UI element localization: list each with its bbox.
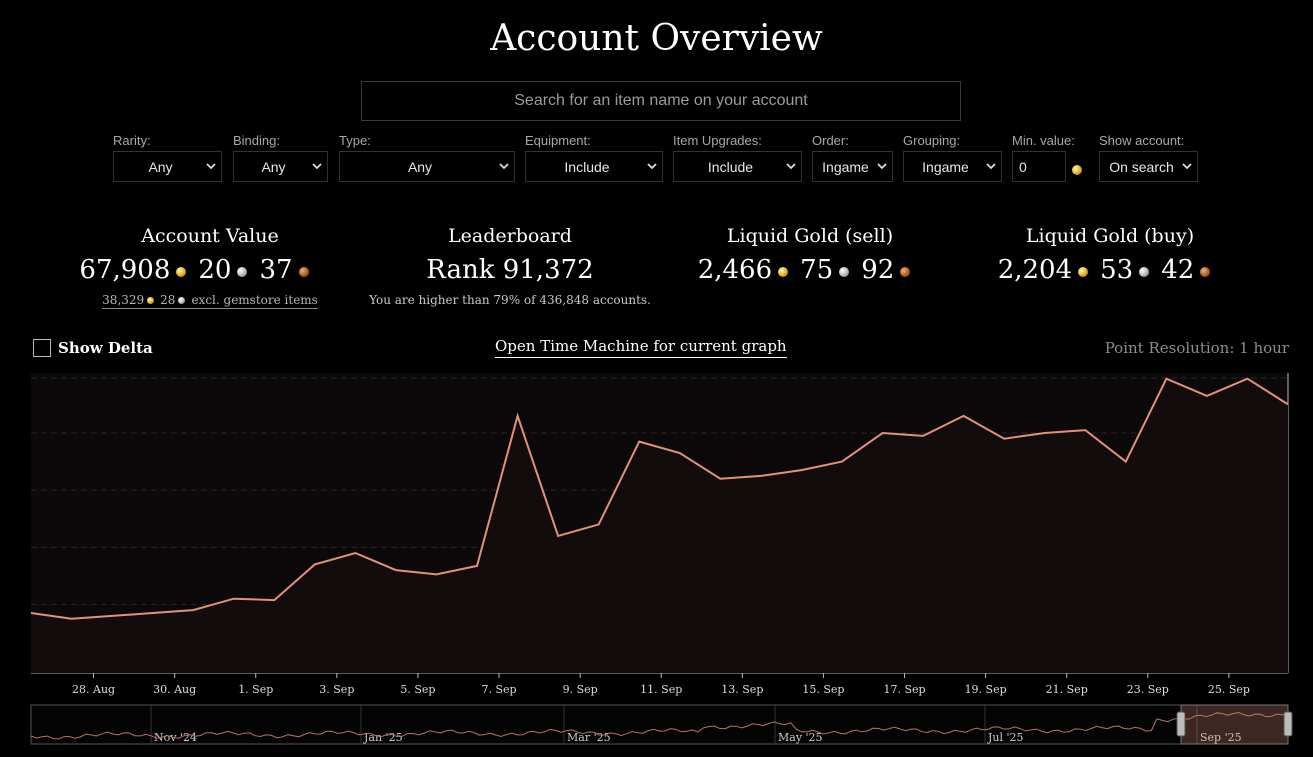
x-tick-label: 5. Sep — [400, 683, 435, 696]
x-tick-label: 3. Sep — [319, 683, 354, 696]
navigator-handle[interactable] — [1176, 711, 1186, 737]
navigator-series-line — [30, 711, 1289, 740]
show-account-select[interactable]: On search — [1099, 151, 1198, 182]
account-value-chart[interactable]: 62,00064,00066,00068,00070,00028. Aug30.… — [0, 365, 1313, 705]
gold-coin-icon — [147, 296, 155, 304]
chevron-down-icon — [647, 163, 657, 170]
x-tick-label: 17. Sep — [883, 683, 925, 696]
binding-label: Binding: — [233, 133, 280, 148]
x-tick-label: 11. Sep — [640, 683, 682, 696]
liquid-buy-amount: 2,204 53 42 — [970, 255, 1250, 285]
chevron-down-icon — [786, 163, 796, 170]
silver-coin-icon — [1139, 267, 1150, 277]
navigator-selection — [1180, 704, 1289, 745]
x-tick-label: 13. Sep — [721, 683, 763, 696]
x-tick-label: 19. Sep — [965, 683, 1007, 696]
navigator-tick-label: Sep '25 — [1200, 731, 1242, 744]
chevron-down-icon — [499, 163, 509, 170]
navigator-tick-label: Mar '25 — [567, 731, 611, 744]
search-input[interactable] — [361, 81, 961, 121]
chevron-down-icon — [312, 163, 322, 170]
copper-coin-icon — [1200, 267, 1211, 277]
time-machine-link[interactable]: Open Time Machine for current graph — [495, 337, 787, 358]
copper-coin-icon — [298, 267, 309, 277]
rarity-label: Rarity: — [113, 133, 151, 148]
type-label: Type: — [339, 133, 371, 148]
x-tick-label: 23. Sep — [1127, 683, 1169, 696]
navigator-tick-label: Jul '25 — [987, 731, 1024, 744]
show-delta-checkbox[interactable] — [33, 339, 51, 357]
x-tick-label: 30. Aug — [153, 683, 196, 696]
gold-coin-icon — [778, 267, 789, 277]
liquid-sell-title: Liquid Gold (sell) — [726, 225, 894, 247]
leaderboard-title: Leaderboard — [448, 225, 572, 247]
x-tick-label: 28. Aug — [72, 683, 115, 696]
page-title: Account Overview — [490, 18, 823, 59]
silver-coin-icon — [237, 267, 248, 277]
equipment-select[interactable]: Include — [525, 151, 663, 182]
type-select[interactable]: Any — [339, 151, 515, 182]
show-account-label: Show account: — [1099, 133, 1185, 148]
x-tick-label: 9. Sep — [563, 683, 598, 696]
area-fill — [31, 378, 1288, 673]
point-resolution[interactable]: Point Resolution: 1 hour — [1104, 339, 1289, 357]
liquid-sell-amount: 2,466 75 92 — [670, 255, 950, 285]
account-value-title: Account Value — [141, 225, 279, 247]
x-tick-label: 1. Sep — [238, 683, 273, 696]
silver-coin-icon — [178, 296, 186, 304]
gold-coin-icon — [176, 267, 187, 277]
item-upgrades-select[interactable]: Include — [673, 151, 802, 182]
binding-select[interactable]: Any — [233, 151, 328, 182]
order-select[interactable]: Ingame — [812, 151, 893, 182]
rarity-select[interactable]: Any — [113, 151, 222, 182]
x-tick-label: 15. Sep — [802, 683, 844, 696]
x-tick-label: 7. Sep — [481, 683, 516, 696]
order-label: Order: — [812, 133, 849, 148]
copper-coin-icon — [900, 267, 911, 277]
grouping-select[interactable]: Ingame — [903, 151, 1002, 182]
chevron-down-icon — [206, 163, 216, 170]
chevron-down-icon — [986, 163, 996, 170]
navigator-frame — [30, 704, 1289, 745]
gold-coin-icon — [1072, 165, 1082, 175]
show-delta-label[interactable]: Show Delta — [58, 339, 153, 357]
liquid-buy-title: Liquid Gold (buy) — [1025, 225, 1195, 247]
navigator-handle[interactable] — [1283, 711, 1293, 737]
grouping-label: Grouping: — [903, 133, 961, 148]
leaderboard-percentile: You are higher than 79% of 436,848 accou… — [369, 293, 651, 307]
silver-coin-icon — [839, 267, 850, 277]
series-line — [30, 377, 1289, 620]
leaderboard-rank: Rank 91,372 — [426, 255, 594, 285]
chevron-down-icon — [1182, 163, 1192, 170]
item-upgrades-label: Item Upgrades: — [673, 133, 762, 148]
account-value-excl-gemstore: 38,329 28 excl. gemstore items — [102, 293, 318, 309]
account-value-amount: 67,908 20 37 — [60, 255, 340, 285]
navigator-tick-label: May '25 — [778, 731, 823, 744]
min-value-input[interactable]: 0 — [1012, 151, 1066, 182]
chevron-down-icon — [877, 163, 887, 170]
gold-coin-icon — [1078, 267, 1089, 277]
min-value-label: Min. value: — [1012, 133, 1075, 148]
x-tick-label: 21. Sep — [1046, 683, 1088, 696]
filter-bar: Rarity: Any Binding: Any Type: Any Equip… — [0, 0, 1313, 182]
equipment-label: Equipment: — [525, 133, 591, 148]
x-tick-label: 25. Sep — [1208, 683, 1250, 696]
